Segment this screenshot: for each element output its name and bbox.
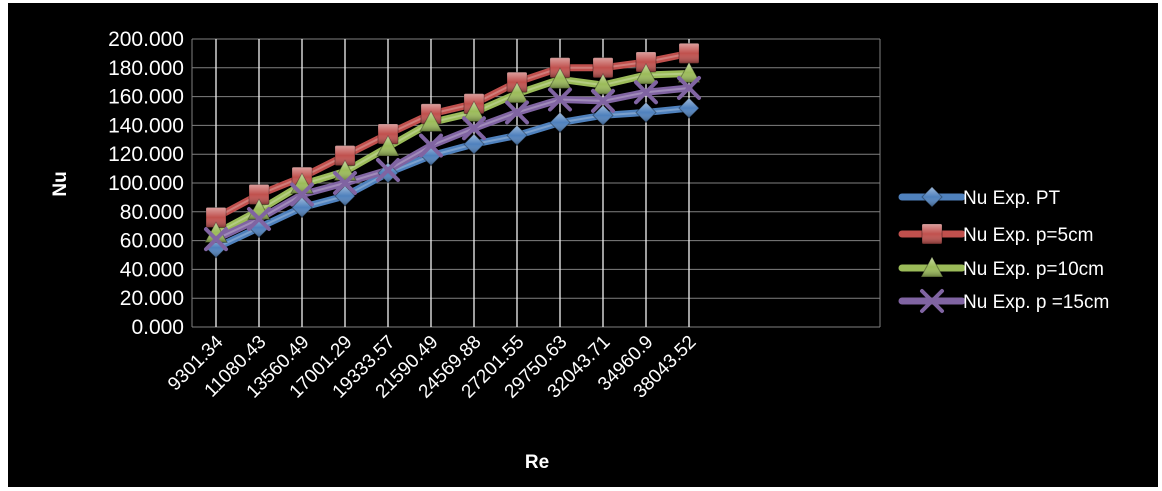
data-point <box>635 51 657 73</box>
data-point <box>334 185 356 207</box>
y-tick-label: 140.000 <box>108 114 184 137</box>
legend: Nu Exp. PT Nu Exp. p=5cm Nu Exp. p=10cm Nu … <box>898 186 1109 313</box>
data-point <box>376 158 400 183</box>
y-tick-label: 80.000 <box>120 201 184 224</box>
legend-entry: Nu Exp. p=5cm <box>898 223 1093 246</box>
data-point <box>247 207 271 231</box>
legend-marker <box>921 223 943 245</box>
data-point <box>678 42 700 64</box>
legend-label: Nu Exp. p=5cm <box>963 225 1093 246</box>
data-point <box>376 134 400 157</box>
y-tick-label: 100.000 <box>108 172 184 195</box>
y-axis-ticks: 0.000 20.000 40.000 60.000 80.000 100.000 120.… <box>108 28 184 339</box>
data-point <box>591 88 615 113</box>
data-point <box>505 100 529 125</box>
data-point <box>591 73 615 95</box>
x-axis-title: Re <box>525 452 549 473</box>
data-point <box>548 87 572 112</box>
y-tick-label: 180.000 <box>108 57 184 80</box>
data-point <box>290 182 314 207</box>
y-tick-label: 200.000 <box>108 28 184 51</box>
data-point <box>505 81 529 104</box>
y-axis-title: Nu <box>50 171 71 196</box>
series-line-highlight <box>215 107 690 249</box>
y-tick-label: 0.000 <box>131 316 184 339</box>
data-point <box>678 97 700 119</box>
data-point <box>548 67 572 89</box>
data-point <box>592 57 614 79</box>
data-point <box>462 116 486 141</box>
data-point <box>549 57 571 79</box>
legend-label: Nu Exp. PT <box>963 188 1061 209</box>
data-point <box>635 101 657 124</box>
legend-entry: Nu Exp. p =15cm <box>898 289 1109 313</box>
data-point <box>204 227 228 252</box>
marker-group <box>204 42 701 259</box>
data-point <box>677 75 701 100</box>
data-point <box>333 171 357 195</box>
data-point <box>506 124 528 147</box>
data-point <box>549 111 571 134</box>
legend-marker <box>920 289 944 313</box>
data-point <box>463 133 485 155</box>
y-tick-label: 20.000 <box>120 287 184 310</box>
legend-entry: Nu Exp. p=10cm <box>898 255 1104 280</box>
legend-marker <box>920 255 944 278</box>
data-point <box>634 80 658 105</box>
legend-label: Nu Exp. p=10cm <box>963 259 1104 280</box>
y-tick-label: 120.000 <box>108 143 184 166</box>
y-tick-label: 160.000 <box>108 86 184 109</box>
legend-marker <box>921 186 943 208</box>
legend-label: Nu Exp. p =15cm <box>963 292 1109 313</box>
series-line-highlight <box>215 86 690 241</box>
data-point <box>592 104 614 127</box>
data-point <box>506 71 528 93</box>
y-tick-label: 60.000 <box>120 230 184 253</box>
series-line <box>212 104 693 252</box>
series-line <box>212 84 693 243</box>
legend-entry: Nu Exp. PT <box>898 186 1061 209</box>
x-axis-ticks: 9301.3411080.4313560.4917001.2919333.572… <box>164 331 700 402</box>
data-point <box>634 62 658 85</box>
data-point <box>291 196 313 219</box>
data-point <box>462 100 486 122</box>
y-tick-label: 40.000 <box>120 258 184 281</box>
data-point <box>334 145 356 167</box>
data-point <box>205 207 227 229</box>
data-point <box>419 110 443 133</box>
series-group <box>212 49 693 252</box>
data-point <box>377 162 399 184</box>
data-point <box>419 133 443 158</box>
data-point <box>677 61 701 84</box>
